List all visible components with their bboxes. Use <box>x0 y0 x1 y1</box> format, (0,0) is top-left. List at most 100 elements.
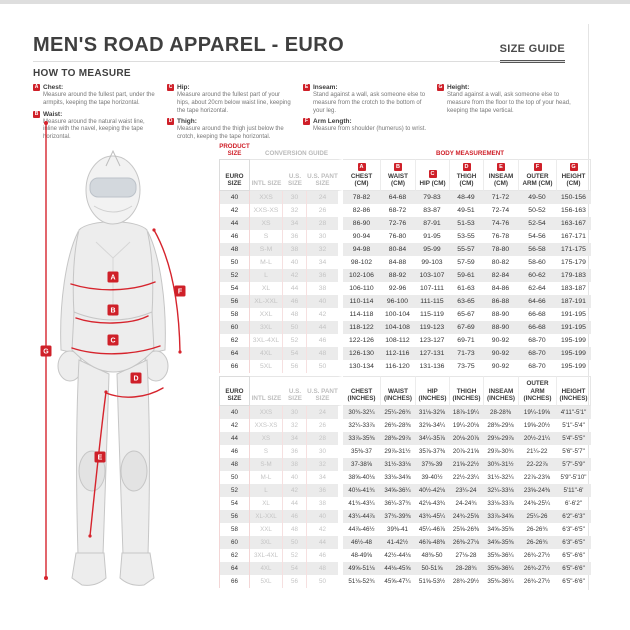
letter-badge-a: A <box>357 163 366 171</box>
table-cell: L <box>250 269 283 283</box>
table-cell: 94-98 <box>343 243 380 257</box>
table-cell: 167-171 <box>561 233 586 241</box>
table-cell: 54 <box>219 282 250 296</box>
measure-text: Measure around the fullest part, under t… <box>43 92 155 106</box>
table-cell: 40 <box>219 191 250 205</box>
table-cell: 28-28¾ <box>449 562 483 576</box>
table-cell: 6'5"-6'6" <box>556 562 591 576</box>
table-cell: 107-111 <box>420 285 444 293</box>
table-cell: 55-57 <box>449 243 483 257</box>
table-cell: XL <box>250 497 283 511</box>
table-cell: 28-28⅜ <box>483 406 518 420</box>
table-row: 42 XXS-XS 32 26 32¼-33⅞ 26¾-28⅜ 32⅝-34¼ 19¼-20⅛… <box>219 419 591 433</box>
table-cell: 76-78 <box>491 233 510 241</box>
table-cell: 28⅜-29⅛ <box>487 422 514 430</box>
measure-item-thigh: D Thigh: Measure around the thigh just b… <box>167 118 303 142</box>
table-cell: 72-76 <box>380 217 415 231</box>
table-cell: 100-104 <box>385 311 410 319</box>
table-cell: 51-53 <box>449 217 483 231</box>
table-cell: 34 <box>283 217 307 231</box>
column-header-height-cm: G HEIGHT (CM) <box>556 159 591 192</box>
measure-instructions: A Chest: Measure around the fullest part… <box>33 84 585 145</box>
table-cell: 82-86 <box>352 207 371 215</box>
table-row: 48 S-M 38 32 37-38⅝ 31½-33⅛ 37⅜-39 21⅝-22½ 30¾-3… <box>219 458 591 472</box>
table-cell: 28⅜-29⅞ <box>380 432 415 446</box>
table-cell: 21¼-22 <box>526 448 548 456</box>
table-cell: 28 <box>307 432 343 446</box>
table-cell: 28 <box>307 217 343 231</box>
table-cell: 31½-32¼ <box>487 474 514 482</box>
table-cell: 62-64 <box>528 285 546 293</box>
table-cell: 88-90 <box>491 311 510 319</box>
table-cell: 48-49⅝ <box>351 552 372 560</box>
table-cell: 179-183 <box>556 269 591 283</box>
table-cell: 6'3"-6'5" <box>556 536 591 550</box>
table-cell: 30 <box>283 191 307 205</box>
measure-text: Stand against a wall, ask someone else t… <box>447 92 571 114</box>
table-row: 66 5XL 56 50 51⅛-52¾ 45⅝-47¼ 51⅝-53½ 28¾-29½ 35⅜… <box>219 575 591 589</box>
table-cell: 50-51⅝ <box>415 562 449 576</box>
table-cell: 72-74 <box>491 207 510 215</box>
table-cell: 46½-48 <box>343 536 380 550</box>
table-cell: 130-134 <box>349 363 374 371</box>
table-cell: 84-86 <box>491 285 510 293</box>
figure-badge-f: F <box>178 289 183 296</box>
table-cell: 4XL <box>250 562 283 576</box>
table-cell: 35⅜-36¼ <box>483 562 518 576</box>
measure-text: Measure around the fullest part of your … <box>177 92 291 114</box>
table-cell: 110-114 <box>343 295 380 309</box>
table-row: 52 L 42 36 102-106 88-92 103-107 59-61 82-84 60-6… <box>219 269 591 283</box>
table-cell: 31⅛-32⅝ <box>415 406 449 420</box>
table-cell: 31½-33⅛ <box>380 458 415 472</box>
rider-illustration <box>57 149 169 586</box>
table-cell: XXL <box>250 308 283 322</box>
table-cell: 53-55 <box>457 233 475 241</box>
table-cell: 58 <box>219 523 250 537</box>
table-cell: 62 <box>219 549 250 563</box>
table-cell: 20⅛-20⅞ <box>449 432 483 446</box>
table-cell: S <box>250 445 283 459</box>
table-cell: 58-60 <box>528 259 546 267</box>
table-row: 46 S 36 30 90-94 76-80 91-95 53-55 76-78 54-56 167… <box>219 230 591 244</box>
table-cell: 48 <box>219 458 250 472</box>
table-cell: 195-199 <box>561 363 586 371</box>
column-header-inseam-inches: INSEAM (INCHES) <box>483 376 518 407</box>
table-cell: 5'11"-6' <box>556 484 591 498</box>
table-row: 58 XXL 48 42 44⅞-46½ 39⅜-41 45¼-46⅞ 25⅝-26⅜ 34⅝-… <box>219 523 591 537</box>
table-cell: 45⅝-47¼ <box>384 578 411 586</box>
table-cell: XXL <box>250 523 283 537</box>
figure-badge-c: C <box>110 338 115 345</box>
table-cell: 68-70 <box>528 337 546 345</box>
table-cell: 68-72 <box>388 207 407 215</box>
table-cell: 80-84 <box>380 243 415 257</box>
table-cell: 32¼-33⅛ <box>483 484 518 498</box>
table-cell: 191-195 <box>556 321 591 335</box>
measure-label: Height: <box>447 84 470 91</box>
measure-item-height: G Height: Stand against a wall, ask some… <box>437 84 585 115</box>
table-cell: 40 <box>283 471 307 485</box>
table-cell: 19¼-19⅝ <box>518 406 556 420</box>
table-cell: 191-195 <box>561 311 586 319</box>
group-header-conversion-guide: CONVERSION GUIDE <box>265 149 328 157</box>
figure-badge-d: D <box>133 376 138 383</box>
table-cell: 66 <box>219 575 250 589</box>
table-cell: 171-175 <box>556 243 591 257</box>
table-cell: 26¾-28⅜ <box>384 422 411 430</box>
table-cell: 34¼-35⅞ <box>415 432 449 446</box>
size-guide-tab[interactable]: SIZE GUIDE <box>499 43 565 63</box>
column-header-intl-size: INTL SIZE <box>250 159 283 192</box>
rider-figure: A B C D E F G <box>40 121 186 586</box>
table-cell: 6'-6'2" <box>565 500 582 508</box>
table-cell: 96-100 <box>380 295 415 309</box>
table-cell: 87-91 <box>415 217 449 231</box>
table-cell: 62 <box>219 334 250 348</box>
table-row: 54 XL 44 38 106-110 92-96 107-111 61-63 84-86 62-… <box>219 282 591 296</box>
table-cell: 30¾-31½ <box>483 458 518 472</box>
table-cell: 122-126 <box>349 337 374 345</box>
table-cell: 5'1"-5'4" <box>562 422 585 430</box>
how-to-measure-title: HOW TO MEASURE <box>33 68 131 79</box>
letter-badge-c: C <box>167 84 174 91</box>
column-header-us-size: U.S. SIZE <box>283 159 307 192</box>
table-cell: 26-26¾ <box>518 536 556 550</box>
table-cell: 6'2"-6'3" <box>556 510 591 524</box>
